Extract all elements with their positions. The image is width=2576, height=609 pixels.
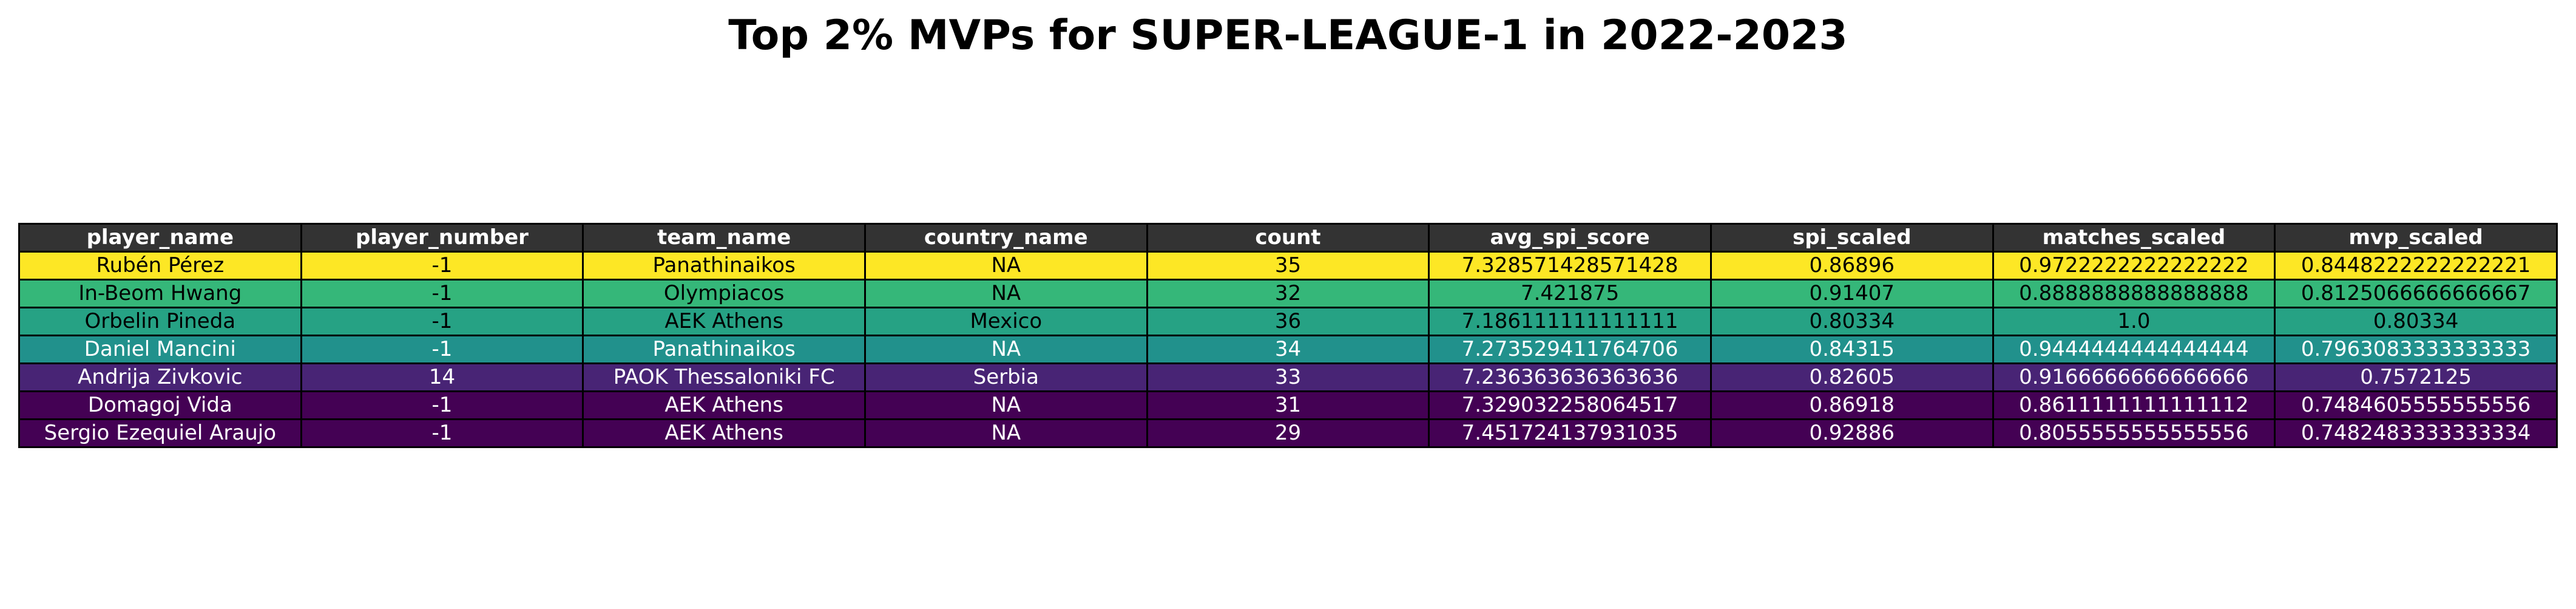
mvp-table-container: player_name player_number team_name coun… (18, 223, 2558, 448)
cell-player-name: Andrija Zivkovic (18, 362, 302, 392)
cell-mvp-scaled: 0.8448222222222221 (2274, 251, 2558, 281)
cell-matches-scaled: 0.8888888888888888 (1992, 279, 2276, 308)
cell-matches-scaled: 0.9444444444444444 (1992, 335, 2276, 364)
cell-mvp-scaled: 0.7963083333333333 (2274, 335, 2558, 364)
cell-country-name: NA (864, 279, 1148, 308)
header-player-name: player_name (18, 223, 302, 253)
header-row: player_name player_number team_name coun… (18, 223, 2558, 253)
cell-mvp-scaled: 0.7482483333333334 (2274, 418, 2558, 448)
cell-player-name: Rubén Pérez (18, 251, 302, 281)
cell-team-name: PAOK Thessaloniki FC (582, 362, 866, 392)
cell-count: 29 (1146, 418, 1430, 448)
cell-player-number: -1 (300, 251, 584, 281)
cell-country-name: NA (864, 251, 1148, 281)
cell-avg-spi-score: 7.273529411764706 (1428, 335, 1712, 364)
cell-count: 36 (1146, 307, 1430, 336)
cell-team-name: AEK Athens (582, 418, 866, 448)
cell-spi-scaled: 0.80334 (1709, 307, 1994, 336)
cell-country-name: NA (864, 390, 1148, 420)
cell-spi-scaled: 0.86896 (1709, 251, 1994, 281)
table-row: Domagoj Vida -1 AEK Athens NA 31 7.3290322580… (18, 390, 2558, 420)
cell-player-number: -1 (300, 307, 584, 336)
mvp-table: player_name player_number team_name coun… (18, 223, 2558, 448)
header-matches-scaled: matches_scaled (1992, 223, 2276, 253)
cell-avg-spi-score: 7.328571428571428 (1428, 251, 1712, 281)
cell-player-number: -1 (300, 279, 584, 308)
cell-team-name: Panathinaikos (582, 335, 866, 364)
header-count: count (1146, 223, 1430, 253)
table-row: In-Beom Hwang -1 Olympiacos NA 32 7.421875 0.9… (18, 279, 2558, 308)
cell-country-name: NA (864, 418, 1148, 448)
cell-mvp-scaled: 0.8125066666666667 (2274, 279, 2558, 308)
cell-count: 34 (1146, 335, 1430, 364)
cell-count: 31 (1146, 390, 1430, 420)
cell-mvp-scaled: 0.7484605555555556 (2274, 390, 2558, 420)
table-row: Daniel Mancini -1 Panathinaikos NA 34 7.27352… (18, 335, 2558, 364)
cell-player-number: -1 (300, 418, 584, 448)
cell-count: 33 (1146, 362, 1430, 392)
header-spi-scaled: spi_scaled (1709, 223, 1994, 253)
table-row: Andrija Zivkovic 14 PAOK Thessaloniki FC Se… (18, 362, 2558, 392)
cell-player-number: -1 (300, 390, 584, 420)
cell-count: 32 (1146, 279, 1430, 308)
cell-player-name: Daniel Mancini (18, 335, 302, 364)
cell-mvp-scaled: 0.80334 (2274, 307, 2558, 336)
cell-matches-scaled: 1.0 (1992, 307, 2276, 336)
cell-spi-scaled: 0.84315 (1709, 335, 1994, 364)
cell-spi-scaled: 0.92886 (1709, 418, 1994, 448)
cell-country-name: Mexico (864, 307, 1148, 336)
chart-title: Top 2% MVPs for SUPER-LEAGUE-1 in 2022-2… (728, 12, 1848, 60)
header-player-number: player_number (300, 223, 584, 253)
cell-matches-scaled: 0.8611111111111112 (1992, 390, 2276, 420)
cell-spi-scaled: 0.82605 (1709, 362, 1994, 392)
header-team-name: team_name (582, 223, 866, 253)
cell-player-name: Orbelin Pineda (18, 307, 302, 336)
header-country-name: country_name (864, 223, 1148, 253)
cell-player-name: Domagoj Vida (18, 390, 302, 420)
cell-matches-scaled: 0.9722222222222222 (1992, 251, 2276, 281)
cell-matches-scaled: 0.8055555555555556 (1992, 418, 2276, 448)
cell-avg-spi-score: 7.236363636363636 (1428, 362, 1712, 392)
cell-player-name: Sergio Ezequiel Araujo (18, 418, 302, 448)
cell-matches-scaled: 0.9166666666666666 (1992, 362, 2276, 392)
header-mvp-scaled: mvp_scaled (2274, 223, 2558, 253)
cell-avg-spi-score: 7.451724137931035 (1428, 418, 1712, 448)
table-row: Sergio Ezequiel Araujo -1 AEK Athens NA 29 7.… (18, 418, 2558, 448)
cell-player-number: 14 (300, 362, 584, 392)
table-body: Rubén Pérez -1 Panathinaikos NA 35 7.32857142… (18, 251, 2558, 448)
cell-player-number: -1 (300, 335, 584, 364)
cell-spi-scaled: 0.91407 (1709, 279, 1994, 308)
cell-mvp-scaled: 0.7572125 (2274, 362, 2558, 392)
cell-avg-spi-score: 7.186111111111111 (1428, 307, 1712, 336)
cell-team-name: AEK Athens (582, 307, 866, 336)
cell-player-name: In-Beom Hwang (18, 279, 302, 308)
cell-spi-scaled: 0.86918 (1709, 390, 1994, 420)
cell-team-name: Panathinaikos (582, 251, 866, 281)
header-avg-spi-score: avg_spi_score (1428, 223, 1712, 253)
table-row: Rubén Pérez -1 Panathinaikos NA 35 7.32857142… (18, 251, 2558, 281)
cell-avg-spi-score: 7.421875 (1428, 279, 1712, 308)
table-row: Orbelin Pineda -1 AEK Athens Mexico 36 7.1861… (18, 307, 2558, 336)
cell-country-name: NA (864, 335, 1148, 364)
cell-country-name: Serbia (864, 362, 1148, 392)
cell-team-name: Olympiacos (582, 279, 866, 308)
cell-team-name: AEK Athens (582, 390, 866, 420)
cell-count: 35 (1146, 251, 1430, 281)
cell-avg-spi-score: 7.329032258064517 (1428, 390, 1712, 420)
